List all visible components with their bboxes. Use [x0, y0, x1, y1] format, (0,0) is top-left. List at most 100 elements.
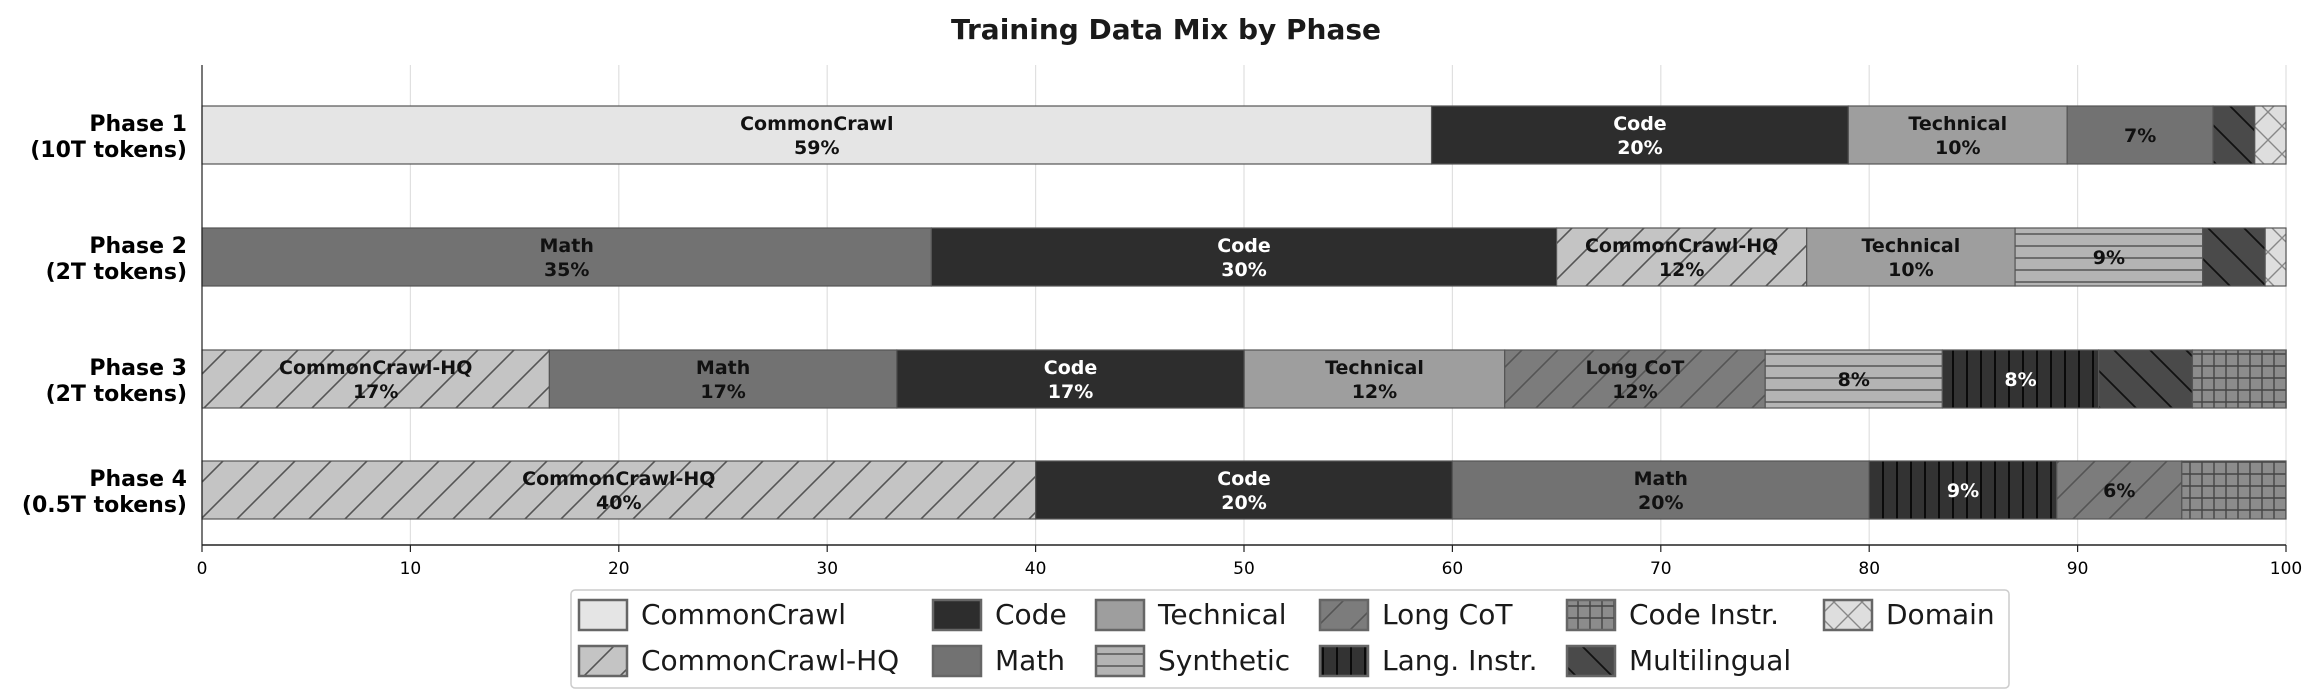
segment-percent-label: 35%: [544, 259, 589, 281]
legend-label: Domain: [1886, 598, 1995, 631]
bar-segment-code-instr: [2191, 349, 2287, 409]
legend-swatch: [579, 600, 627, 630]
segment-percent-label: 9%: [2093, 247, 2125, 269]
segment-hatch: [202, 350, 550, 408]
bar-segment-synthetic: 8%: [1764, 349, 1943, 409]
segment-name-label: CommonCrawl: [740, 113, 893, 135]
y-category-label: (0.5T tokens): [22, 493, 187, 518]
segment-percent-label: 17%: [1048, 381, 1093, 403]
bar-segment-math: 7%: [2066, 105, 2214, 165]
segment-name-label: Long CoT: [1586, 357, 1685, 379]
segment-fill: [931, 228, 1557, 286]
segment-name-label: Code: [1044, 357, 1097, 379]
legend-swatch-outline: [577, 644, 629, 678]
legend-label: Math: [995, 644, 1065, 677]
segment-percent-label: 9%: [1947, 480, 1979, 502]
legend-item-technical: Technical: [1094, 598, 1287, 632]
segment-name-label: Technical: [1862, 235, 1961, 257]
segment-fill: [202, 106, 1432, 164]
x-tick-label: 10: [400, 559, 422, 579]
legend-swatch-hatch: [1096, 646, 1144, 676]
x-tick-label: 80: [1858, 559, 1880, 579]
segment-name-label: CommonCrawl-HQ: [279, 357, 472, 379]
legend-item-code-instr: Code Instr.: [1565, 598, 1779, 632]
legend-swatch-outline: [931, 644, 983, 678]
x-tick-label: 50: [1233, 559, 1255, 579]
segment-percent-label: 7%: [2124, 125, 2156, 147]
segment-name-label: CommonCrawl-HQ: [522, 468, 715, 490]
segment-percent-label: 40%: [596, 492, 641, 514]
legend-item-math: Math: [931, 644, 1065, 678]
y-category-label: (2T tokens): [46, 260, 187, 285]
segment-name-label: CommonCrawl-HQ: [1585, 235, 1778, 257]
segment-hatch: [2098, 350, 2193, 408]
legend-swatch-outline: [577, 598, 629, 632]
legend-swatch-outline: [1318, 644, 1370, 678]
segment-percent-label: 59%: [794, 137, 839, 159]
segment-hatch: [2181, 461, 2286, 519]
legend-frame: [570, 589, 2010, 689]
segment-percent-label: 8%: [2004, 369, 2036, 391]
segment-percent-label: 10%: [1935, 137, 1980, 159]
bar-segment-multilingual: [2212, 105, 2256, 165]
legend-swatch: [933, 646, 981, 676]
segment-percent-label: 12%: [1352, 381, 1397, 403]
segment-fill: [1452, 461, 1870, 519]
segment-percent-label: 17%: [700, 381, 745, 403]
x-tick-label: 30: [816, 559, 838, 579]
segment-hatch: [202, 461, 1036, 519]
segment-percent-label: 12%: [1659, 259, 1704, 281]
chart-title: Training Data Mix by Phase: [951, 13, 1381, 46]
legend-swatch-outline: [1318, 598, 1370, 632]
legend-label: Synthetic: [1158, 644, 1290, 677]
legend-label: CommonCrawl-HQ: [641, 644, 899, 677]
segment-fill: [1848, 106, 2068, 164]
legend-swatch-hatch: [1567, 646, 1615, 676]
legend-label: Lang. Instr.: [1382, 644, 1538, 677]
segment-hatch: [1765, 350, 1943, 408]
bar-segment-lang-instr: 9%: [1868, 460, 2058, 520]
legend-item-domain: Domain: [1822, 598, 1995, 632]
legend-item-commoncrawl: CommonCrawl: [577, 598, 846, 632]
segment-hatch: [2056, 461, 2182, 519]
legend-label: Multilingual: [1629, 644, 1791, 677]
legend-swatch-hatch: [1824, 600, 1872, 630]
segment-percent-label: 6%: [2103, 480, 2135, 502]
legend-swatch-hatch: [1320, 646, 1368, 676]
segment-fill: [549, 350, 897, 408]
segment-percent-label: 20%: [1617, 137, 1662, 159]
segment-name-label: Code: [1217, 468, 1270, 490]
legend-swatch-outline: [1565, 598, 1617, 632]
segment-percent-label: 20%: [1638, 492, 1683, 514]
segment-hatch: [2265, 228, 2286, 286]
segment-hatch: [1942, 350, 2099, 408]
segment-hatch: [2192, 350, 2287, 408]
segment-outline: [2181, 460, 2287, 520]
y-category-label: Phase 1: [89, 112, 187, 137]
bar-segment-multilingual: [2202, 227, 2266, 287]
legend-label: CommonCrawl: [641, 598, 846, 631]
x-tick-label: 90: [2067, 559, 2089, 579]
legend-swatch: [933, 600, 981, 630]
segment-name-label: Code: [1613, 113, 1666, 135]
segment-percent-label: 12%: [1612, 381, 1657, 403]
segment-percent-label: 20%: [1221, 492, 1266, 514]
segment-hatch: [1556, 228, 1807, 286]
segment-percent-label: 17%: [353, 381, 398, 403]
legend-swatch-hatch: [1320, 600, 1368, 630]
segment-percent-label: 10%: [1888, 259, 1933, 281]
x-tick-label: 40: [1025, 559, 1047, 579]
segment-fill: [202, 228, 932, 286]
